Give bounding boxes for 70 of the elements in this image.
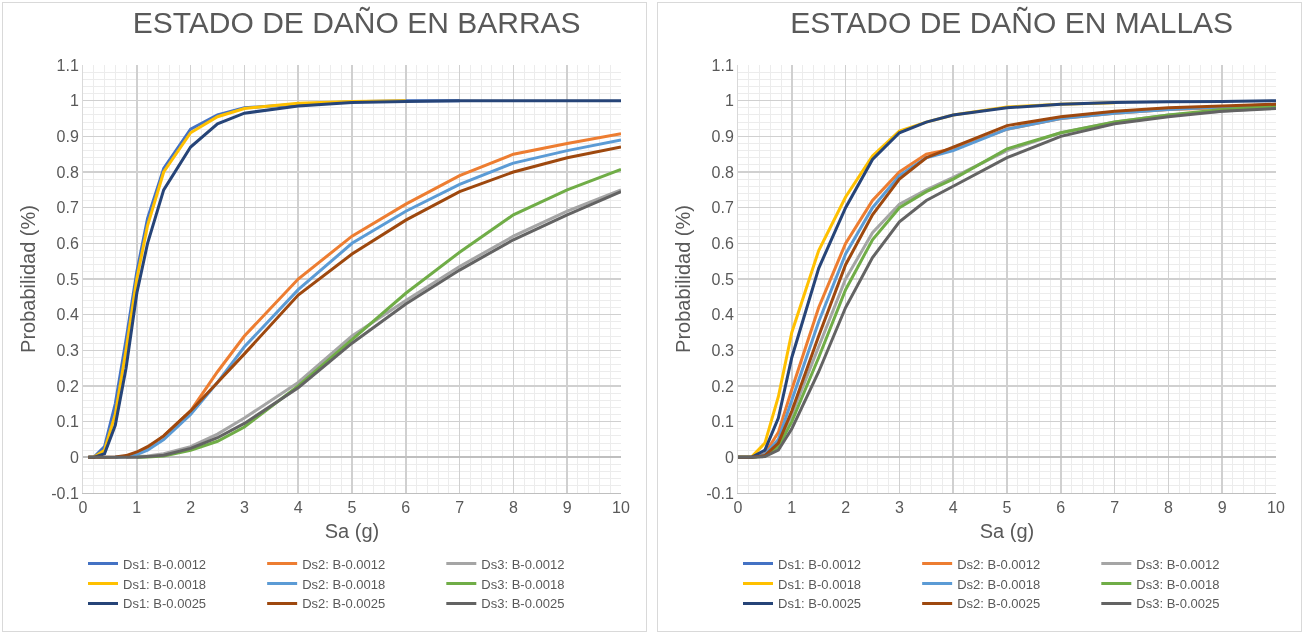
- x-tick-label: 4: [293, 499, 303, 517]
- chart-title: ESTADO DE DAÑO EN BARRAS: [132, 6, 581, 40]
- y-tick-label: 0.8: [711, 163, 734, 181]
- legend-label: Ds2: B-0.0012: [302, 556, 386, 572]
- y-tick-label: 0.5: [711, 270, 734, 288]
- y-tick-label: 0.4: [56, 306, 79, 324]
- x-tick-label: 8: [1163, 499, 1173, 517]
- legend-label: Ds3: B-0.0025: [481, 596, 565, 612]
- legend-label: Ds2: B-0.0018: [302, 576, 386, 592]
- y-tick-label: 1: [724, 92, 734, 110]
- y-tick-label: 0.9: [711, 127, 734, 145]
- y-tick-label: 0.1: [711, 413, 734, 431]
- y-tick-label: 0.4: [711, 306, 734, 324]
- y-tick-label: 1: [69, 92, 79, 110]
- x-tick-label: 2: [841, 499, 851, 517]
- legend-label: Ds2: B-0.0012: [957, 556, 1041, 572]
- legend-label: Ds1: B-0.0025: [778, 596, 862, 612]
- y-tick-label: -0.1: [51, 484, 79, 502]
- y-tick-label: 0.8: [56, 163, 79, 181]
- y-tick-label: 0.3: [56, 341, 79, 359]
- x-axis-title: Sa (g): [324, 519, 380, 542]
- legend-label: Ds2: B-0.0025: [957, 596, 1041, 612]
- x-tick-label: 8: [508, 499, 518, 517]
- x-tick-label: 7: [455, 499, 465, 517]
- y-tick-label: 0.7: [711, 199, 734, 217]
- y-tick-label: 0: [69, 448, 79, 466]
- y-tick-label: 0.3: [711, 341, 734, 359]
- legend-label: Ds1: B-0.0018: [778, 576, 862, 592]
- legend-label: Ds3: B-0.0025: [1136, 596, 1220, 612]
- y-tick-label: 0.6: [711, 234, 734, 252]
- y-tick-label: 1.1: [56, 56, 79, 74]
- x-tick-label: 6: [1056, 499, 1066, 517]
- x-tick-label: 10: [612, 499, 630, 517]
- y-tick-label: 0.2: [711, 377, 734, 395]
- legend-label: Ds2: B-0.0018: [957, 576, 1041, 592]
- x-tick-label: 5: [1002, 499, 1012, 517]
- y-tick-label: 0.1: [56, 413, 79, 431]
- y-tick-label: 1.1: [711, 56, 734, 74]
- y-tick-label: 0.9: [56, 127, 79, 145]
- x-tick-label: 9: [1217, 499, 1227, 517]
- y-tick-label: 0: [724, 448, 734, 466]
- legend-label: Ds1: B-0.0025: [123, 596, 207, 612]
- x-tick-label: 10: [1267, 499, 1285, 517]
- legend-label: Ds3: B-0.0018: [1136, 576, 1220, 592]
- y-axis-title: Probabilidad (%): [671, 205, 694, 353]
- x-tick-label: 5: [347, 499, 357, 517]
- x-tick-label: 7: [1110, 499, 1120, 517]
- y-tick-label: 0.5: [56, 270, 79, 288]
- legend-label: Ds1: B-0.0012: [123, 556, 207, 572]
- x-tick-label: 3: [894, 499, 904, 517]
- legend-label: Ds1: B-0.0012: [778, 556, 862, 572]
- legend-label: Ds3: B-0.0012: [481, 556, 565, 572]
- chart-title: ESTADO DE DAÑO EN MALLAS: [790, 6, 1234, 40]
- y-tick-label: 0.6: [56, 234, 79, 252]
- x-tick-label: 1: [132, 499, 142, 517]
- x-tick-label: 9: [562, 499, 572, 517]
- y-tick-label: -0.1: [706, 484, 734, 502]
- x-tick-label: 2: [186, 499, 196, 517]
- x-axis-title: Sa (g): [979, 519, 1035, 542]
- x-tick-label: 6: [401, 499, 411, 517]
- x-tick-label: 4: [948, 499, 958, 517]
- y-tick-label: 0.7: [56, 199, 79, 217]
- y-axis-title: Probabilidad (%): [16, 205, 39, 353]
- legend-label: Ds3: B-0.0018: [481, 576, 565, 592]
- legend-label: Ds1: B-0.0018: [123, 576, 207, 592]
- legend-label: Ds2: B-0.0025: [302, 596, 386, 612]
- x-tick-label: 1: [787, 499, 797, 517]
- legend-label: Ds3: B-0.0012: [1136, 556, 1220, 572]
- y-tick-label: 0.2: [56, 377, 79, 395]
- x-tick-label: 3: [239, 499, 249, 517]
